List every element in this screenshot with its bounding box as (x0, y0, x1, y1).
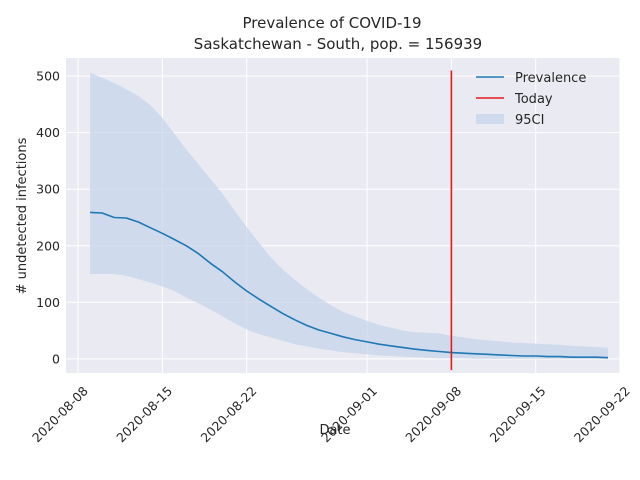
legend-label: Prevalence (515, 71, 586, 86)
y-axis-label: # undetected infections (15, 137, 30, 294)
legend-label: 95CI (515, 113, 544, 128)
x-tick-label: 2020-08-15 (113, 383, 175, 445)
y-axis: 0 100 200 300 400 500 (36, 69, 60, 367)
y-tick-label: 0 (52, 351, 60, 366)
y-tick-label: 400 (36, 125, 60, 140)
y-tick-label: 300 (36, 182, 60, 197)
x-tick-label: 2020-08-22 (198, 383, 260, 445)
ci-band (90, 72, 609, 359)
x-axis-label: Date (319, 423, 350, 438)
x-tick-label: 2020-09-08 (402, 383, 464, 445)
x-tick-label: 2020-08-08 (29, 383, 91, 445)
x-tick-label: 2020-09-22 (571, 383, 633, 445)
y-tick-label: 500 (36, 69, 60, 84)
chart-subtitle: Saskatchewan - South, pop. = 156939 (194, 35, 482, 53)
legend-label: Today (514, 92, 553, 107)
y-tick-label: 200 (36, 238, 60, 253)
legend: Prevalence Today 95CI (476, 71, 586, 128)
prevalence-line (90, 211, 609, 359)
x-tick-label: 2020-09-15 (487, 383, 549, 445)
legend-swatch-ci (476, 114, 504, 124)
ci-band-layer (90, 72, 609, 359)
series-layer (90, 70, 609, 371)
y-tick-label: 100 (36, 295, 60, 310)
chart-title: Prevalence of COVID-19 (242, 14, 421, 32)
